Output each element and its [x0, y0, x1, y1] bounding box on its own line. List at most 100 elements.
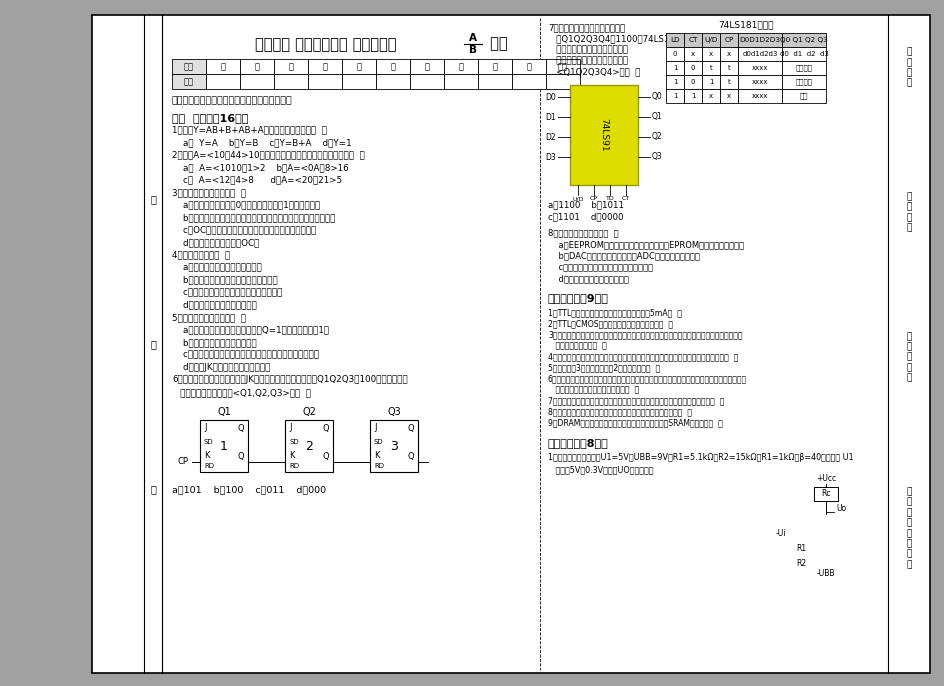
- Text: 一: 一: [220, 62, 226, 71]
- Bar: [342, 59, 376, 74]
- Text: 三: 三: [288, 62, 294, 71]
- Bar: [666, 47, 683, 61]
- Bar: [92, 15, 929, 673]
- Text: a．数字比较器可以比较数字大小: a．数字比较器可以比较数字大小: [172, 263, 261, 272]
- Text: b．时序电路必须存在状态循环: b．时序电路必须存在状态循环: [172, 338, 257, 347]
- Bar: [719, 75, 737, 89]
- Text: 用下，触发器下一状态<Q1,Q2,Q3>为（  ）: 用下，触发器下一状态<Q1,Q2,Q3>为（ ）: [172, 388, 311, 397]
- Text: （请将答案写在答题纸上，答在试卷上不给分）: （请将答案写在答题纸上，答在试卷上不给分）: [172, 97, 293, 106]
- Text: a．  Y=A    b．Y=B    c．Y=B+A    d．Y=1: a． Y=A b．Y=B c．Y=B+A d．Y=1: [172, 138, 351, 147]
- Text: x: x: [708, 51, 713, 57]
- Text: 8．下列描述不正确的是（  ）: 8．下列描述不正确的是（ ）: [548, 228, 618, 237]
- Text: R1: R1: [795, 544, 805, 553]
- Text: 1．已知Y=AB+B+AB+A，下列结果正确的是（  ）: 1．已知Y=AB+B+AB+A，下列结果正确的是（ ）: [172, 126, 327, 134]
- Bar: [719, 33, 737, 47]
- Text: c．1101    d．0000: c．1101 d．0000: [548, 213, 623, 222]
- Text: K: K: [204, 451, 210, 460]
- Text: Q3: Q3: [651, 152, 662, 161]
- Text: 二．判断题（9分）: 二．判断题（9分）: [548, 294, 608, 303]
- Bar: [737, 75, 782, 89]
- Text: 4．以下错误的是（  ）: 4．以下错误的是（ ）: [172, 250, 230, 259]
- Text: x: x: [708, 93, 713, 99]
- Text: -UBB: -UBB: [816, 569, 834, 578]
- Text: U/D: U/D: [572, 196, 583, 202]
- Text: 1: 1: [690, 93, 695, 99]
- Bar: [308, 74, 342, 89]
- Text: 八: 八: [458, 62, 463, 71]
- Bar: [376, 59, 410, 74]
- Text: x: x: [690, 51, 695, 57]
- Text: 74LS181功能表: 74LS181功能表: [717, 21, 773, 29]
- Bar: [666, 61, 683, 75]
- Text: 六: 六: [390, 62, 396, 71]
- Bar: [376, 74, 410, 89]
- Text: d0d1d2d3: d0d1d2d3: [742, 51, 777, 57]
- Text: Q: Q: [237, 423, 244, 432]
- Text: 态Q1Q2Q3Q4为1100，74LS191: 态Q1Q2Q3Q4为1100，74LS191: [548, 34, 680, 43]
- Text: R2: R2: [795, 559, 805, 568]
- Bar: [701, 47, 719, 61]
- Text: b．三态门输出端可能有出三种状态（高逻辑、零逻辑、低逻辑）: b．三态门输出端可能有出三种状态（高逻辑、零逻辑、低逻辑）: [172, 213, 335, 222]
- Text: <Q1Q2Q3Q4>为（  ）: <Q1Q2Q3Q4>为（ ）: [548, 67, 640, 77]
- Text: Uo: Uo: [835, 504, 845, 513]
- Text: Q: Q: [322, 451, 329, 460]
- Text: 命
题
人
：: 命 题 人 ：: [905, 47, 911, 88]
- Text: 74LS91: 74LS91: [598, 118, 608, 152]
- Text: SD: SD: [289, 439, 298, 445]
- Text: A: A: [469, 33, 477, 43]
- Bar: [719, 61, 737, 75]
- Text: 卷）: 卷）: [485, 36, 508, 51]
- Text: RD: RD: [204, 463, 213, 469]
- Bar: [274, 74, 308, 89]
- Bar: [342, 74, 376, 89]
- Text: 审
题
人
：: 审 题 人 ：: [905, 192, 911, 233]
- Text: 四: 四: [322, 62, 328, 71]
- Text: D1: D1: [545, 113, 555, 121]
- Text: 命
题
时
间
：: 命 题 时 间 ：: [905, 332, 911, 383]
- Text: 9．DRAM需要定期刷新，因此，在微型计算机中不如SRAM使用广泛（  ）: 9．DRAM需要定期刷新，因此，在微型计算机中不如SRAM使用广泛（ ）: [548, 418, 722, 427]
- Bar: [683, 75, 701, 89]
- Text: 总分: 总分: [557, 62, 567, 71]
- Bar: [683, 47, 701, 61]
- Text: d0  d1  d2  d3: d0 d1 d2 d3: [779, 51, 828, 57]
- Text: Q3: Q3: [387, 407, 400, 417]
- Text: d．上述说法都少有一个不正确: d．上述说法都少有一个不正确: [172, 300, 257, 309]
- Text: 加法计数: 加法计数: [795, 64, 812, 71]
- Text: 具有异步置数的逻辑功能，请问: 具有异步置数的逻辑功能，请问: [548, 45, 628, 54]
- Text: CT: CT: [687, 37, 697, 43]
- Text: 七: 七: [424, 62, 429, 71]
- Text: 九: 九: [492, 62, 497, 71]
- Text: SD: SD: [204, 439, 213, 445]
- Text: D2: D2: [545, 132, 555, 141]
- Bar: [206, 74, 240, 89]
- Text: 监: 监: [150, 194, 156, 204]
- Text: J: J: [204, 423, 207, 432]
- Text: Q: Q: [237, 451, 244, 460]
- Text: TD: TD: [605, 196, 614, 202]
- Text: 制: 制: [150, 339, 156, 349]
- Text: Q2: Q2: [302, 407, 315, 417]
- Text: RD: RD: [289, 463, 298, 469]
- Text: 五: 五: [356, 62, 362, 71]
- Bar: [512, 59, 546, 74]
- Text: 2．TTL、CMOS门平常使用时没入端均需接低（  ）: 2．TTL、CMOS门平常使用时没入端均需接低（ ）: [548, 319, 672, 328]
- Bar: [701, 33, 719, 47]
- Text: 二: 二: [254, 62, 260, 71]
- Text: 重
庆
大
学
教
务
处
制: 重 庆 大 学 教 务 处 制: [905, 487, 911, 569]
- Text: d．主从JK触发器具有一次变化现象: d．主从JK触发器具有一次变化现象: [172, 363, 270, 372]
- Text: CT: CT: [621, 196, 630, 202]
- Text: 三．计算题（8分）: 三．计算题（8分）: [548, 438, 608, 449]
- Bar: [172, 59, 206, 74]
- Text: d．集电极开路的门称为OC门: d．集电极开路的门称为OC门: [172, 238, 259, 247]
- Bar: [719, 47, 737, 61]
- Text: +Ucc: +Ucc: [815, 474, 835, 483]
- Bar: [546, 59, 580, 74]
- Bar: [701, 89, 719, 103]
- Text: CP: CP: [589, 196, 598, 202]
- Bar: [240, 74, 274, 89]
- Text: 十: 十: [526, 62, 531, 71]
- Text: xxxx: xxxx: [751, 93, 767, 99]
- Text: 1: 1: [220, 440, 228, 453]
- Text: LD: LD: [669, 37, 679, 43]
- Text: RD: RD: [374, 463, 383, 469]
